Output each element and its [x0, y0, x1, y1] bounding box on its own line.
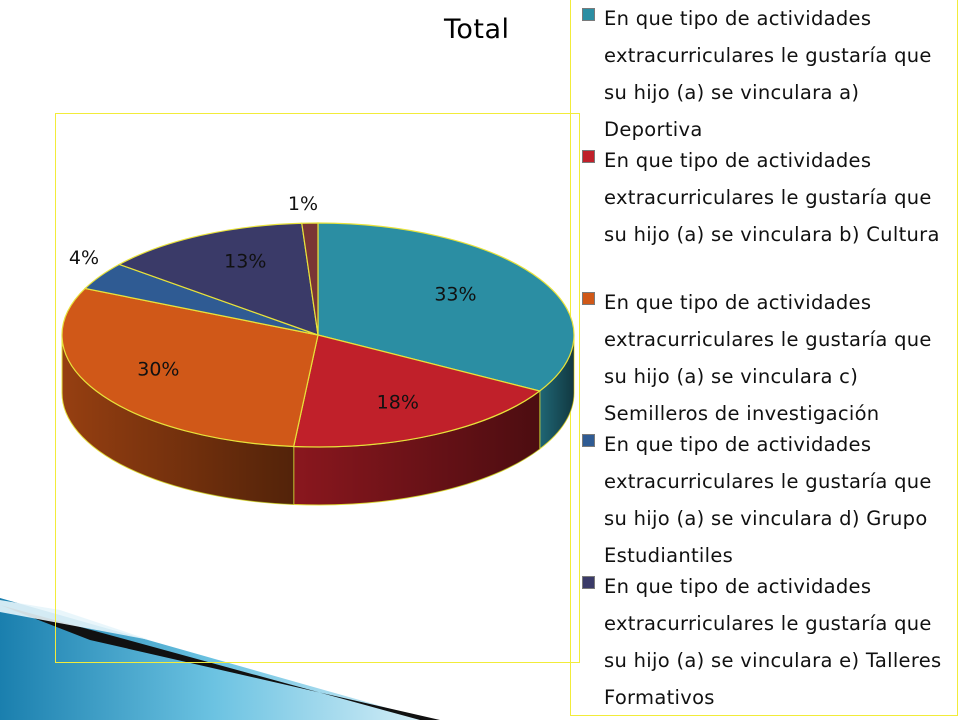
chart-title: Total	[444, 14, 510, 45]
legend-swatch	[582, 292, 595, 305]
legend-label: En que tipo de actividades extracurricul…	[604, 149, 940, 246]
legend-swatch	[582, 8, 595, 21]
slice-2	[61, 287, 319, 448]
legend-label: En que tipo de actividades extracurricul…	[604, 7, 932, 141]
slice-side-shade-0	[539, 335, 574, 449]
data-label-0: 33%	[434, 283, 476, 305]
data-label-4: 13%	[224, 250, 266, 272]
slice-4	[117, 222, 319, 336]
slice-side-shade-2	[62, 335, 294, 505]
data-label-2: 30%	[137, 358, 179, 380]
legend-swatch	[582, 576, 595, 589]
pie-tops	[61, 222, 575, 448]
legend-swatch	[582, 434, 595, 447]
pie-sides	[61, 334, 575, 506]
plot-area-frame	[55, 113, 580, 663]
legend-label: En que tipo de actividades extracurricul…	[604, 433, 932, 567]
pie-labels: 33% 18% 30% 4% 13% 1%	[69, 193, 477, 414]
legend-swatch	[582, 150, 595, 163]
data-label-1: 18%	[377, 392, 419, 414]
legend-label: En que tipo de actividades extracurricul…	[604, 575, 942, 709]
data-label-5: 1%	[288, 193, 318, 215]
slice-side-shade-1	[293, 391, 540, 505]
slice-5	[301, 222, 319, 336]
slice-0	[317, 222, 575, 392]
slice-1	[292, 334, 542, 448]
data-label-3: 4%	[69, 247, 99, 269]
legend-label: En que tipo de actividades extracurricul…	[604, 291, 932, 425]
